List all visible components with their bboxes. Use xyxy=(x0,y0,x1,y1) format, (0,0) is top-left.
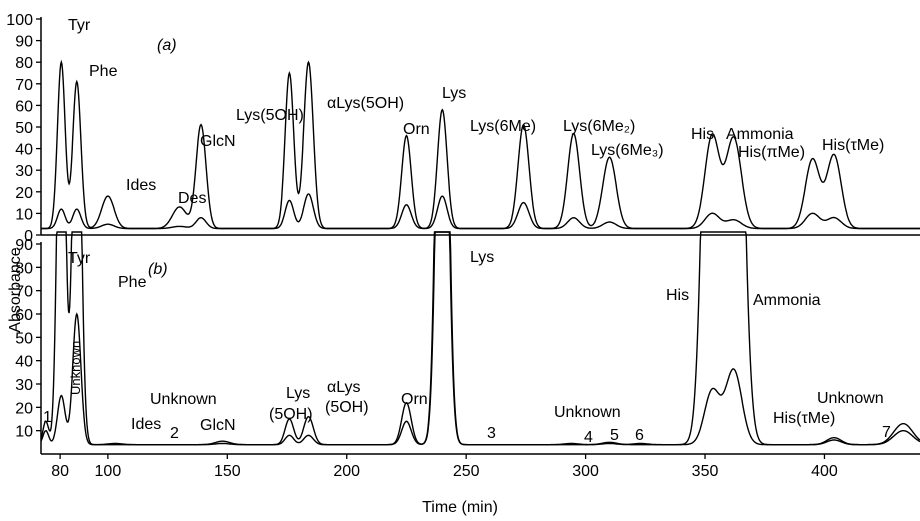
y-tick-label: 30 xyxy=(15,163,33,180)
y-tick-label: 10 xyxy=(15,206,33,223)
label-his: His xyxy=(691,126,714,143)
label-b-lys5oh-2: (5OH) xyxy=(269,406,313,423)
y-tick-label: 80 xyxy=(15,55,33,72)
label-ammonia: Ammonia xyxy=(726,126,794,143)
label-lys: Lys xyxy=(442,85,466,102)
label-des: Des xyxy=(178,190,206,207)
x-tick-label: 350 xyxy=(692,463,719,480)
y-tick-label: 20 xyxy=(15,400,33,417)
label-b-1: 1 xyxy=(43,409,52,426)
panel-b-low-sensitivity-trace xyxy=(40,231,920,446)
label-b-unknown2: Unknown xyxy=(554,404,621,421)
label-b-unknown3: Unknown xyxy=(817,390,884,407)
label-alys5oh: αLys(5OH) xyxy=(327,95,404,112)
label-his-taume: His(τMe) xyxy=(822,137,884,154)
x-tick-label: 80 xyxy=(51,463,69,480)
label-lys5oh: Lys(5OH) xyxy=(236,107,304,124)
label-b-ammonia: Ammonia xyxy=(753,292,821,309)
y-tick-label: 60 xyxy=(15,98,33,115)
y-tick-label: 40 xyxy=(15,142,33,159)
x-tick-label: 200 xyxy=(333,463,360,480)
label-b-2: 2 xyxy=(170,425,179,442)
label-tyr: Tyr xyxy=(68,17,91,34)
label-b-unknown1: Unknown xyxy=(150,391,217,408)
label-glcn: GlcN xyxy=(200,133,236,150)
label-b-tyr: Tyr xyxy=(68,250,91,267)
y-tick-label: 60 xyxy=(15,307,33,324)
x-tick-label: 400 xyxy=(811,463,838,480)
label-b-5: 5 xyxy=(610,427,619,444)
x-tick-label: 150 xyxy=(214,463,241,480)
panel-a-axis: 0 10 20 30 40 50 60 70 80 90 100 xyxy=(6,12,920,245)
panel-b-traces xyxy=(40,231,920,446)
label-lys6me2: Lys(6Me₂) xyxy=(563,118,635,135)
y-tick-label: 40 xyxy=(15,354,33,371)
label-phe: Phe xyxy=(89,63,118,80)
y-tick-label: 90 xyxy=(15,237,33,254)
label-lys6me3: Lys(6Me₃) xyxy=(591,142,664,159)
panel-a-low-sensitivity-trace xyxy=(41,193,920,230)
label-b-alys5oh-1: αLys xyxy=(327,379,361,396)
panel-a-traces xyxy=(41,59,920,230)
x-tick-label: 250 xyxy=(453,463,480,480)
label-b-7: 7 xyxy=(882,424,891,441)
y-tick-label: 80 xyxy=(15,260,33,277)
label-b-ides: Ides xyxy=(131,416,161,433)
y-tick-label: 20 xyxy=(15,185,33,202)
panel-a-label: (a) xyxy=(157,37,177,54)
label-b-lys: Lys xyxy=(470,249,494,266)
panel-b-axis: 10 20 30 40 50 60 70 80 90 80 100 150 200 250 300 350 40… xyxy=(15,237,920,480)
y-tick-label: 70 xyxy=(15,77,33,94)
label-lys6me: Lys(6Me) xyxy=(470,118,536,135)
label-b-his-taume: His(τMe) xyxy=(773,410,835,427)
label-b-3: 3 xyxy=(487,425,496,442)
label-b-glcn: GlcN xyxy=(200,417,236,434)
y-tick-label: 90 xyxy=(15,34,33,51)
label-orn: Orn xyxy=(403,121,430,138)
y-tick-label: 50 xyxy=(15,330,33,347)
label-b-6: 6 xyxy=(635,427,644,444)
y-tick-label: 0 xyxy=(24,228,33,245)
label-b-lys5oh-1: Lys xyxy=(286,385,310,402)
x-axis-title: Time (min) xyxy=(422,499,498,516)
label-ides: Ides xyxy=(126,177,156,194)
label-b-unknown-vertical: Unknown xyxy=(68,341,83,395)
label-b-orn: Orn xyxy=(401,391,428,408)
label-b-4: 4 xyxy=(584,429,593,446)
y-tick-label: 70 xyxy=(15,284,33,301)
label-b-phe: Phe xyxy=(118,274,147,291)
y-tick-label: 100 xyxy=(6,12,33,29)
y-tick-label: 50 xyxy=(15,120,33,137)
x-tick-label: 100 xyxy=(95,463,122,480)
y-tick-label: 30 xyxy=(15,377,33,394)
panel-b-label: (b) xyxy=(148,261,168,278)
y-axis-title: Absorbance xyxy=(7,247,24,332)
x-tick-label: 300 xyxy=(572,463,599,480)
y-tick-label: 10 xyxy=(15,424,33,441)
label-b-his: His xyxy=(666,287,689,304)
label-his-pime: His(πMe) xyxy=(738,144,805,161)
label-b-alys5oh-2: (5OH) xyxy=(325,399,369,416)
